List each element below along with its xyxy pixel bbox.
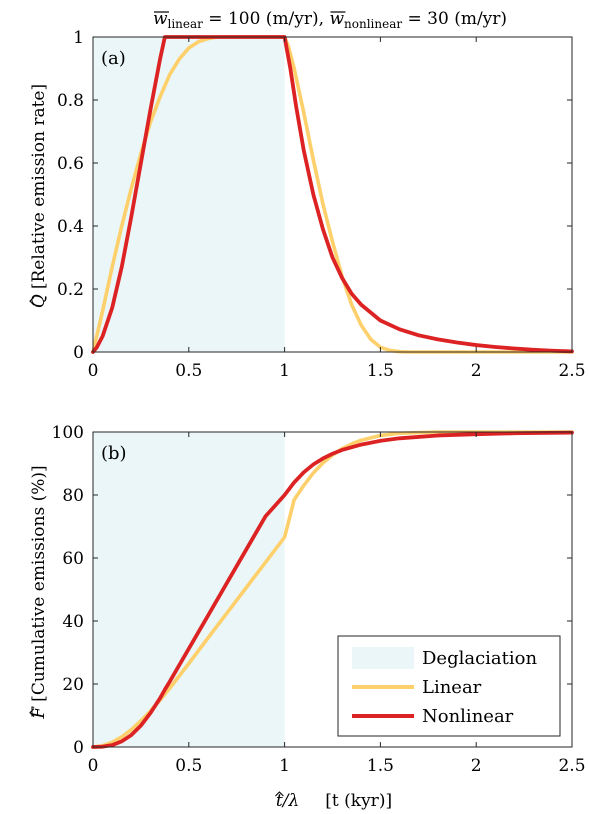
xlabel-frac: /λ xyxy=(281,791,300,811)
x-tick-label: 2 xyxy=(471,361,482,381)
axes-box xyxy=(92,431,573,748)
series-line-linear xyxy=(91,430,574,749)
ylabel-a-text: [Relative emission rate] xyxy=(29,84,49,289)
legend-label-linear: Linear xyxy=(422,677,482,698)
chart-panel-b: 0 0.5 1 1.5 2 2.5 0 20 40 60 80 100 (b) Deglaciation L… xyxy=(52,423,586,776)
title-linear-eq: = 100 (m/yr), xyxy=(203,9,330,29)
hat-accent xyxy=(29,296,35,306)
xlabel-bracket: [t (kyr)] xyxy=(325,791,392,811)
x-tick-label: 0 xyxy=(88,361,99,381)
legend: Deglaciation Linear Nonlinear xyxy=(337,635,561,737)
axes-box xyxy=(92,36,573,353)
y-tick-label: 40 xyxy=(62,612,84,632)
title-nonlinear-eq: = 30 (m/yr) xyxy=(402,9,507,29)
y-tick-label: 0.6 xyxy=(57,154,84,174)
x-tick-label: 1.5 xyxy=(367,361,394,381)
hat-accent xyxy=(275,791,284,797)
chart-panel-a: 0 0.5 1 1.5 2 2.5 0 0.2 0.4 0.6 0.8 1 (a) xyxy=(57,28,586,381)
ylabel-b: F [Cumulative emissions (%)] xyxy=(29,465,49,719)
hat-accent xyxy=(29,708,35,718)
xlabel-b: t/λ [t (kyr)] xyxy=(276,791,392,811)
y-tick-label: 1 xyxy=(73,28,84,48)
series-line-nonlinear xyxy=(91,35,574,354)
legend-swatch-deglaciation xyxy=(352,647,414,669)
y-tick-label: 0.8 xyxy=(57,91,84,111)
x-tick-label: 0.5 xyxy=(175,756,202,776)
ylabel-a: Q [Relative emission rate] xyxy=(29,84,49,308)
deglaciation-region xyxy=(93,432,285,747)
title-linear-sub: linear xyxy=(168,17,204,31)
panel-label: (b) xyxy=(101,443,127,464)
x-tick-label: 0.5 xyxy=(175,361,202,381)
title-w-nonlinear: w xyxy=(329,9,344,29)
x-tick-label: 0 xyxy=(88,756,99,776)
figure-title: wlinear = 100 (m/yr), wnonlinear = 30 (m… xyxy=(153,9,507,31)
ylabel-b-text: [Cumulative emissions (%)] xyxy=(29,465,49,701)
x-tick-label: 2 xyxy=(471,756,482,776)
legend-label-nonlinear: Nonlinear xyxy=(422,706,514,727)
svg-text:Q[Relative emission rate]: Q [Relative emission rate] xyxy=(29,84,49,308)
x-tick-label: 1.5 xyxy=(367,756,394,776)
y-tick-label: 0 xyxy=(73,343,84,363)
panel-label: (a) xyxy=(101,48,126,69)
y-tick-label: 0 xyxy=(73,738,84,758)
deglaciation-region xyxy=(93,37,285,352)
legend-label-deglaciation: Deglaciation xyxy=(422,648,537,669)
y-tick-label: 60 xyxy=(62,549,84,569)
y-tick-label: 100 xyxy=(52,423,84,443)
x-tick-label: 1 xyxy=(279,361,290,381)
xlabel-t: t xyxy=(276,791,283,811)
series-line-nonlinear xyxy=(91,430,574,749)
title-w-linear: w xyxy=(153,9,168,29)
title-nonlinear-sub: nonlinear xyxy=(344,17,402,31)
x-tick-label: 1 xyxy=(279,756,290,776)
x-tick-label: 2.5 xyxy=(558,361,585,381)
ylabel-b-symbol: F xyxy=(29,706,49,720)
y-tick-label: 20 xyxy=(62,675,84,695)
y-tick-label: 80 xyxy=(62,486,84,506)
y-tick-label: 0.2 xyxy=(57,280,84,300)
svg-text:F[Cumulative emissions (%)]: F [Cumulative emissions (%)] xyxy=(29,465,49,719)
ylabel-a-symbol: Q xyxy=(29,294,49,308)
x-tick-label: 2.5 xyxy=(558,756,585,776)
y-tick-label: 0.4 xyxy=(57,217,84,237)
